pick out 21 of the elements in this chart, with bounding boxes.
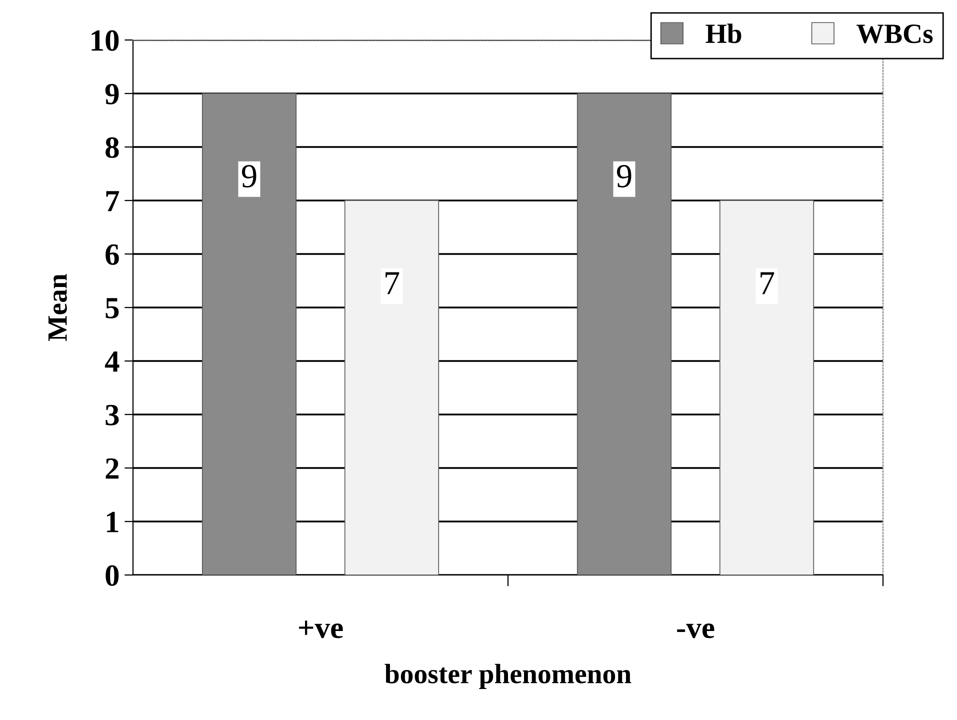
legend-label: Hb xyxy=(706,24,742,44)
x-tick-label: -ve xyxy=(677,624,714,638)
y-axis-title: Mean xyxy=(48,274,67,341)
y-tick-label: 9 xyxy=(105,84,119,104)
y-tick-label: 10 xyxy=(92,30,119,51)
y-tick-label: 5 xyxy=(106,298,119,318)
y-tick-label: 0 xyxy=(106,565,119,586)
legend-label: WBCs xyxy=(856,24,933,44)
y-tick-label: 4 xyxy=(104,351,120,372)
y-tick-label: 7 xyxy=(106,191,120,212)
data-label: 7 xyxy=(760,272,774,294)
x-axis-title: booster phenomenon xyxy=(384,664,632,690)
y-tick-label: 8 xyxy=(106,137,119,158)
y-tick-label: 3 xyxy=(106,404,119,426)
x-tick-label: +ve xyxy=(298,620,343,638)
y-tick-label: 2 xyxy=(106,458,118,479)
data-label: 7 xyxy=(386,272,400,294)
y-tick-label: 6 xyxy=(106,244,119,265)
y-tick-label: 1 xyxy=(106,512,118,532)
data-label: 9 xyxy=(616,165,632,188)
data-label: 9 xyxy=(242,165,256,188)
